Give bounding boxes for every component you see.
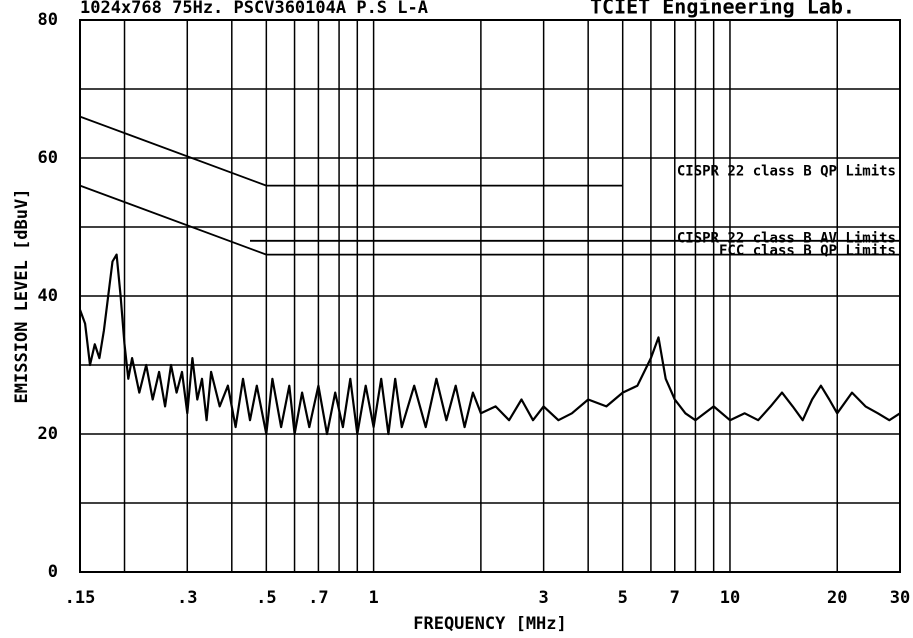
- chart-title: 1024x768 75Hz. PSCV360104A P.S L-A: [80, 0, 428, 18]
- x-tick-label: 30: [890, 588, 910, 608]
- chart-subtitle: TCIET Engineering Lab.: [590, 0, 855, 19]
- x-tick-label: .15: [65, 588, 96, 608]
- x-axis-label: FREQUENCY [MHz]: [413, 614, 567, 634]
- x-tick-label: 5: [618, 588, 628, 608]
- emission-trace: [78, 253, 901, 436]
- x-tick-label: 3: [539, 588, 549, 608]
- x-tick-label: .3: [177, 588, 197, 608]
- x-tick-label: 1: [368, 588, 378, 608]
- limit-label: FCC class B QP Limits: [719, 243, 896, 259]
- limit-label: CISPR 22 class B AV Limits: [677, 231, 896, 247]
- y-tick-label: 40: [38, 286, 58, 306]
- y-tick-label: 80: [38, 10, 58, 30]
- limit-label: CISPR 22 class B QP Limits: [677, 164, 896, 180]
- y-tick-label: 0: [48, 562, 58, 582]
- x-tick-label: 7: [670, 588, 680, 608]
- limit-line: [79, 184, 900, 256]
- x-tick-label: .5: [256, 588, 276, 608]
- x-tick-label: 20: [827, 588, 847, 608]
- x-tick-label: 10: [720, 588, 740, 608]
- y-axis-label: EMISSION LEVEL [dBuV]: [12, 189, 32, 404]
- y-tick-label: 20: [38, 424, 58, 444]
- limit-line: [79, 115, 623, 187]
- y-tick-label: 60: [38, 148, 58, 168]
- x-tick-label: .7: [308, 588, 328, 608]
